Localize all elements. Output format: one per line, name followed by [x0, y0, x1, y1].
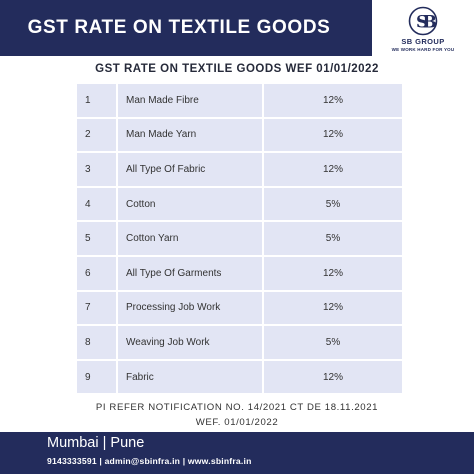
- footer-cities: Mumbai | Pune: [47, 435, 145, 451]
- table-row: 3 All Type Of Fabric 12%: [77, 153, 402, 186]
- gst-rate: 5%: [264, 187, 402, 221]
- item-name: Processing Job Work: [118, 291, 262, 325]
- footer-contact: 9143333591 | admin@sbinfra.in | www.sbin…: [47, 456, 252, 466]
- sb-group-logo: S B SB GROUP WE WORK HARD FOR YOU: [372, 0, 474, 56]
- table-row: 2 Man Made Yarn 12%: [77, 118, 402, 152]
- row-number: 8: [77, 326, 116, 359]
- row-number: 1: [77, 84, 116, 117]
- item-name: Man Made Yarn: [118, 118, 262, 152]
- page-title: GST RATE ON TEXTILE GOODS: [27, 17, 331, 38]
- effective-date-note: WEF. 01/01/2022: [195, 417, 279, 428]
- gst-rate: 5%: [264, 222, 402, 255]
- gst-rate: 12%: [264, 256, 402, 290]
- sb-monogram-icon: S B: [408, 6, 438, 36]
- svg-text:B: B: [423, 13, 437, 33]
- gst-rate: 12%: [264, 84, 402, 117]
- svg-text:S: S: [416, 13, 428, 33]
- table-row: 5 Cotton Yarn 5%: [77, 222, 402, 255]
- item-name: Weaving Job Work: [118, 326, 262, 359]
- item-name: Fabric: [118, 360, 262, 394]
- item-name: All Type Of Fabric: [118, 153, 262, 186]
- table-row: 9 Fabric 12%: [77, 360, 402, 394]
- table-subtitle: GST RATE ON TEXTILE GOODS WEF 01/01/2022: [95, 63, 379, 75]
- footer-banner: Mumbai | Pune 9143333591 | admin@sbinfra…: [0, 432, 474, 474]
- row-number: 9: [77, 360, 116, 394]
- table-row: 1 Man Made Fibre 12%: [77, 84, 402, 117]
- row-number: 2: [77, 118, 116, 152]
- table-row: 7 Processing Job Work 12%: [77, 291, 402, 325]
- logo-tagline: WE WORK HARD FOR YOU: [391, 47, 455, 52]
- row-number: 5: [77, 222, 116, 255]
- gst-rate: 12%: [264, 360, 402, 394]
- item-name: Man Made Fibre: [118, 84, 262, 117]
- gst-rate-table: 1 Man Made Fibre 12% 2 Man Made Yarn 12% 3 All …: [75, 82, 404, 395]
- item-name: Cotton: [118, 187, 262, 221]
- row-number: 6: [77, 256, 116, 290]
- table-row: 6 All Type Of Garments 12%: [77, 256, 402, 290]
- row-number: 4: [77, 187, 116, 221]
- item-name: Cotton Yarn: [118, 222, 262, 255]
- row-number: 7: [77, 291, 116, 325]
- header-banner: GST RATE ON TEXTILE GOODS: [0, 0, 372, 56]
- gst-rate: 12%: [264, 153, 402, 186]
- logo-name: SB GROUP: [401, 37, 445, 46]
- gst-rate: 5%: [264, 326, 402, 359]
- table-row: 8 Weaving Job Work 5%: [77, 326, 402, 359]
- gst-rate: 12%: [264, 291, 402, 325]
- notification-note: PI REFER NOTIFICATION NO. 14/2021 CT DE …: [95, 402, 379, 413]
- row-number: 3: [77, 153, 116, 186]
- item-name: All Type Of Garments: [118, 256, 262, 290]
- gst-rate: 12%: [264, 118, 402, 152]
- table-row: 4 Cotton 5%: [77, 187, 402, 221]
